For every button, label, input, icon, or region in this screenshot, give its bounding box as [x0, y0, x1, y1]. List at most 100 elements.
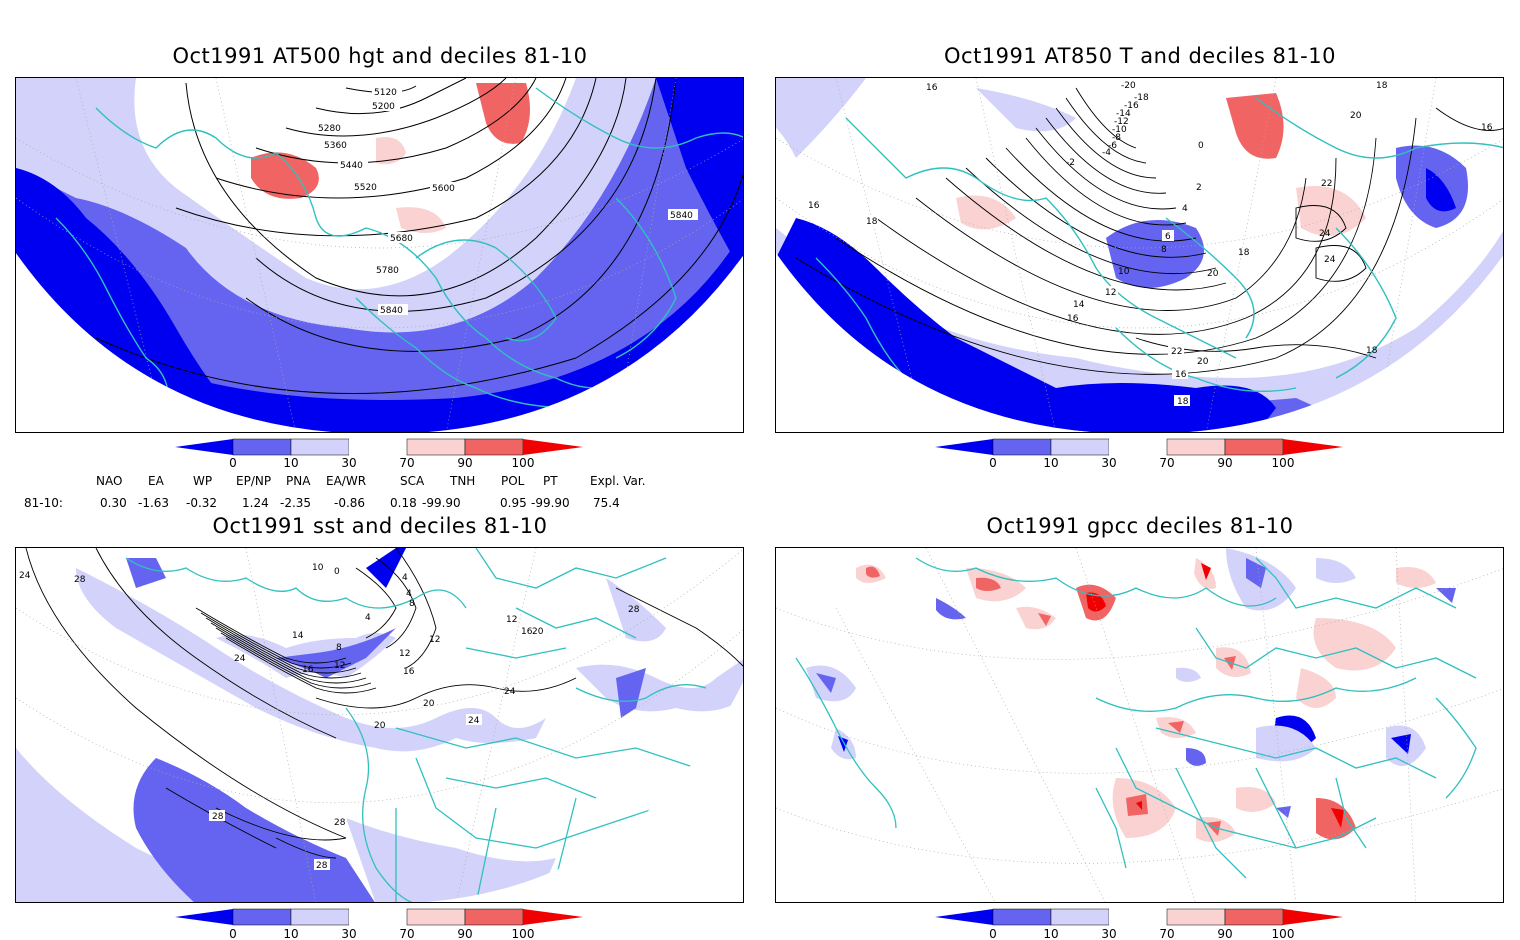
contour-label: 24	[468, 716, 480, 726]
contour-label: 5520	[354, 183, 377, 193]
contour-label: -20	[1121, 81, 1136, 91]
contour-label: 18	[1177, 397, 1189, 407]
colorbar-tick: 90	[1217, 927, 1232, 940]
contour-label: 8	[1161, 245, 1167, 255]
colorbar-tick: 10	[283, 927, 298, 940]
contour-label: 6	[1165, 232, 1171, 242]
index-header-ea: EA	[148, 474, 164, 488]
contour-label: 28	[212, 812, 224, 822]
colorbar-tick: 10	[283, 456, 298, 470]
contour-label: 16	[302, 665, 314, 675]
contour-label: 12	[429, 635, 440, 645]
contour-label: 16	[926, 83, 938, 93]
contour-label: 16	[1481, 123, 1493, 133]
contour-label: 18	[1238, 248, 1250, 258]
contour-label: 22	[1321, 179, 1332, 189]
teleconnection-table: NAO EA WP EP/NP PNA EA/WR SCA TNH POL PT…	[0, 474, 740, 514]
contour-label: 16	[808, 201, 820, 211]
contour-label: 5600	[432, 184, 455, 194]
contour-label: -8	[1112, 133, 1121, 143]
colorbar-tick: 10	[1043, 927, 1058, 940]
contour-label: 16	[1175, 370, 1187, 380]
colorbar-tick: 90	[457, 927, 472, 940]
contour-label: 12	[506, 615, 517, 625]
contour-label: 5840	[670, 211, 693, 221]
index-header-pna: PNA	[286, 474, 311, 488]
contour-label: 0	[334, 567, 340, 577]
contour-label: 12	[1105, 288, 1116, 298]
contour-label: 5780	[376, 266, 399, 276]
contour-label: 5680	[390, 234, 413, 244]
contour-label: 18	[1366, 346, 1378, 356]
index-header-tnh: TNH	[450, 474, 476, 488]
contour-label: 16	[1067, 314, 1079, 324]
contour-label: 5360	[324, 141, 347, 151]
colorbar-t850: 0 10 30 70 90 100	[935, 438, 1345, 470]
contour-label: 18	[866, 217, 878, 227]
colorbar-tick: 30	[341, 927, 356, 940]
contour-label: 2	[1196, 183, 1202, 193]
index-header-explvar: Expl. Var.	[590, 474, 646, 488]
contour-label: 20	[423, 699, 435, 709]
contour-label: 10	[1118, 267, 1130, 277]
contour-label: 4	[406, 589, 412, 599]
map-panel-hgt: 5120 5200 5280 5360 5440 5520 5600 5680 …	[15, 77, 744, 433]
contour-label: 4	[402, 573, 408, 583]
contour-label: -18	[1134, 93, 1149, 103]
colorbar-gpcc: 0 10 30 70 90 100	[935, 908, 1345, 940]
contour-label: 28	[316, 861, 328, 871]
index-header-eawr: EA/WR	[326, 474, 367, 488]
contour-label: -10	[1112, 125, 1127, 135]
contour-label: 10	[312, 563, 324, 573]
index-value-eawr: -0.86	[334, 496, 366, 510]
contour-label: 18	[1376, 81, 1388, 91]
contour-label: 28	[74, 575, 86, 585]
index-header-sca: SCA	[400, 474, 425, 488]
contour-label: 20	[1197, 357, 1209, 367]
index-value-wp: -0.32	[186, 496, 218, 510]
contour-label: 28	[628, 605, 640, 615]
contour-label: 4	[365, 613, 371, 623]
index-header-pol: POL	[501, 474, 525, 488]
colorbar-sst: 0 10 30 70 90 100	[175, 908, 585, 940]
colorbar-tick: 100	[1272, 927, 1295, 940]
contour-label: 5440	[340, 161, 363, 171]
contour-label: 8	[336, 643, 342, 653]
contour-label: 24	[19, 571, 31, 581]
index-value-sca: 0.18	[390, 496, 417, 510]
contour-label: -16	[1124, 101, 1139, 111]
colorbar-tick: 70	[399, 456, 414, 470]
colorbar-hgt: 0 10 30 70 90 100	[175, 438, 585, 470]
contour-label: 16	[403, 667, 415, 677]
contour-label: 5200	[372, 102, 395, 112]
contour-label: 22	[1171, 347, 1182, 357]
colorbar-tick: 30	[341, 456, 356, 470]
colorbar-tick: 100	[512, 927, 535, 940]
contour-label: 8	[409, 599, 415, 609]
panel-title-gpcc: Oct1991 gpcc deciles 81-10	[986, 514, 1294, 538]
map-panel-t850: 16 -20 -18 -16 -14 -12 -10 -8 -6 -4 -2 0…	[775, 77, 1504, 433]
colorbar-tick: 0	[989, 456, 997, 470]
colorbar-tick: 90	[1217, 456, 1232, 470]
contour-label: 16	[521, 627, 533, 637]
colorbar-tick: 100	[1272, 456, 1295, 470]
panel-title-sst: Oct1991 sst and deciles 81-10	[212, 514, 548, 538]
index-value-pt: -99.90	[531, 496, 570, 510]
index-value-explvar: 75.4	[593, 496, 620, 510]
contour-label: -14	[1116, 109, 1131, 119]
index-header-wp: WP	[193, 474, 213, 488]
colorbar-tick: 70	[399, 927, 414, 940]
panel-title-t850: Oct1991 AT850 T and deciles 81-10	[944, 44, 1336, 68]
colorbar-tick: 10	[1043, 456, 1058, 470]
colorbar-tick: 0	[229, 927, 237, 940]
index-value-nao: 0.30	[100, 496, 127, 510]
contour-label: 14	[292, 631, 304, 641]
contour-label: 20	[1350, 111, 1362, 121]
colorbar-tick: 90	[457, 456, 472, 470]
contour-label: -4	[1102, 148, 1111, 158]
index-header-nao: NAO	[96, 474, 123, 488]
index-value-pna: -2.35	[280, 496, 312, 510]
index-header-pt: PT	[543, 474, 558, 488]
index-value-epnp: 1.24	[242, 496, 269, 510]
contour-label: 12	[334, 661, 345, 671]
